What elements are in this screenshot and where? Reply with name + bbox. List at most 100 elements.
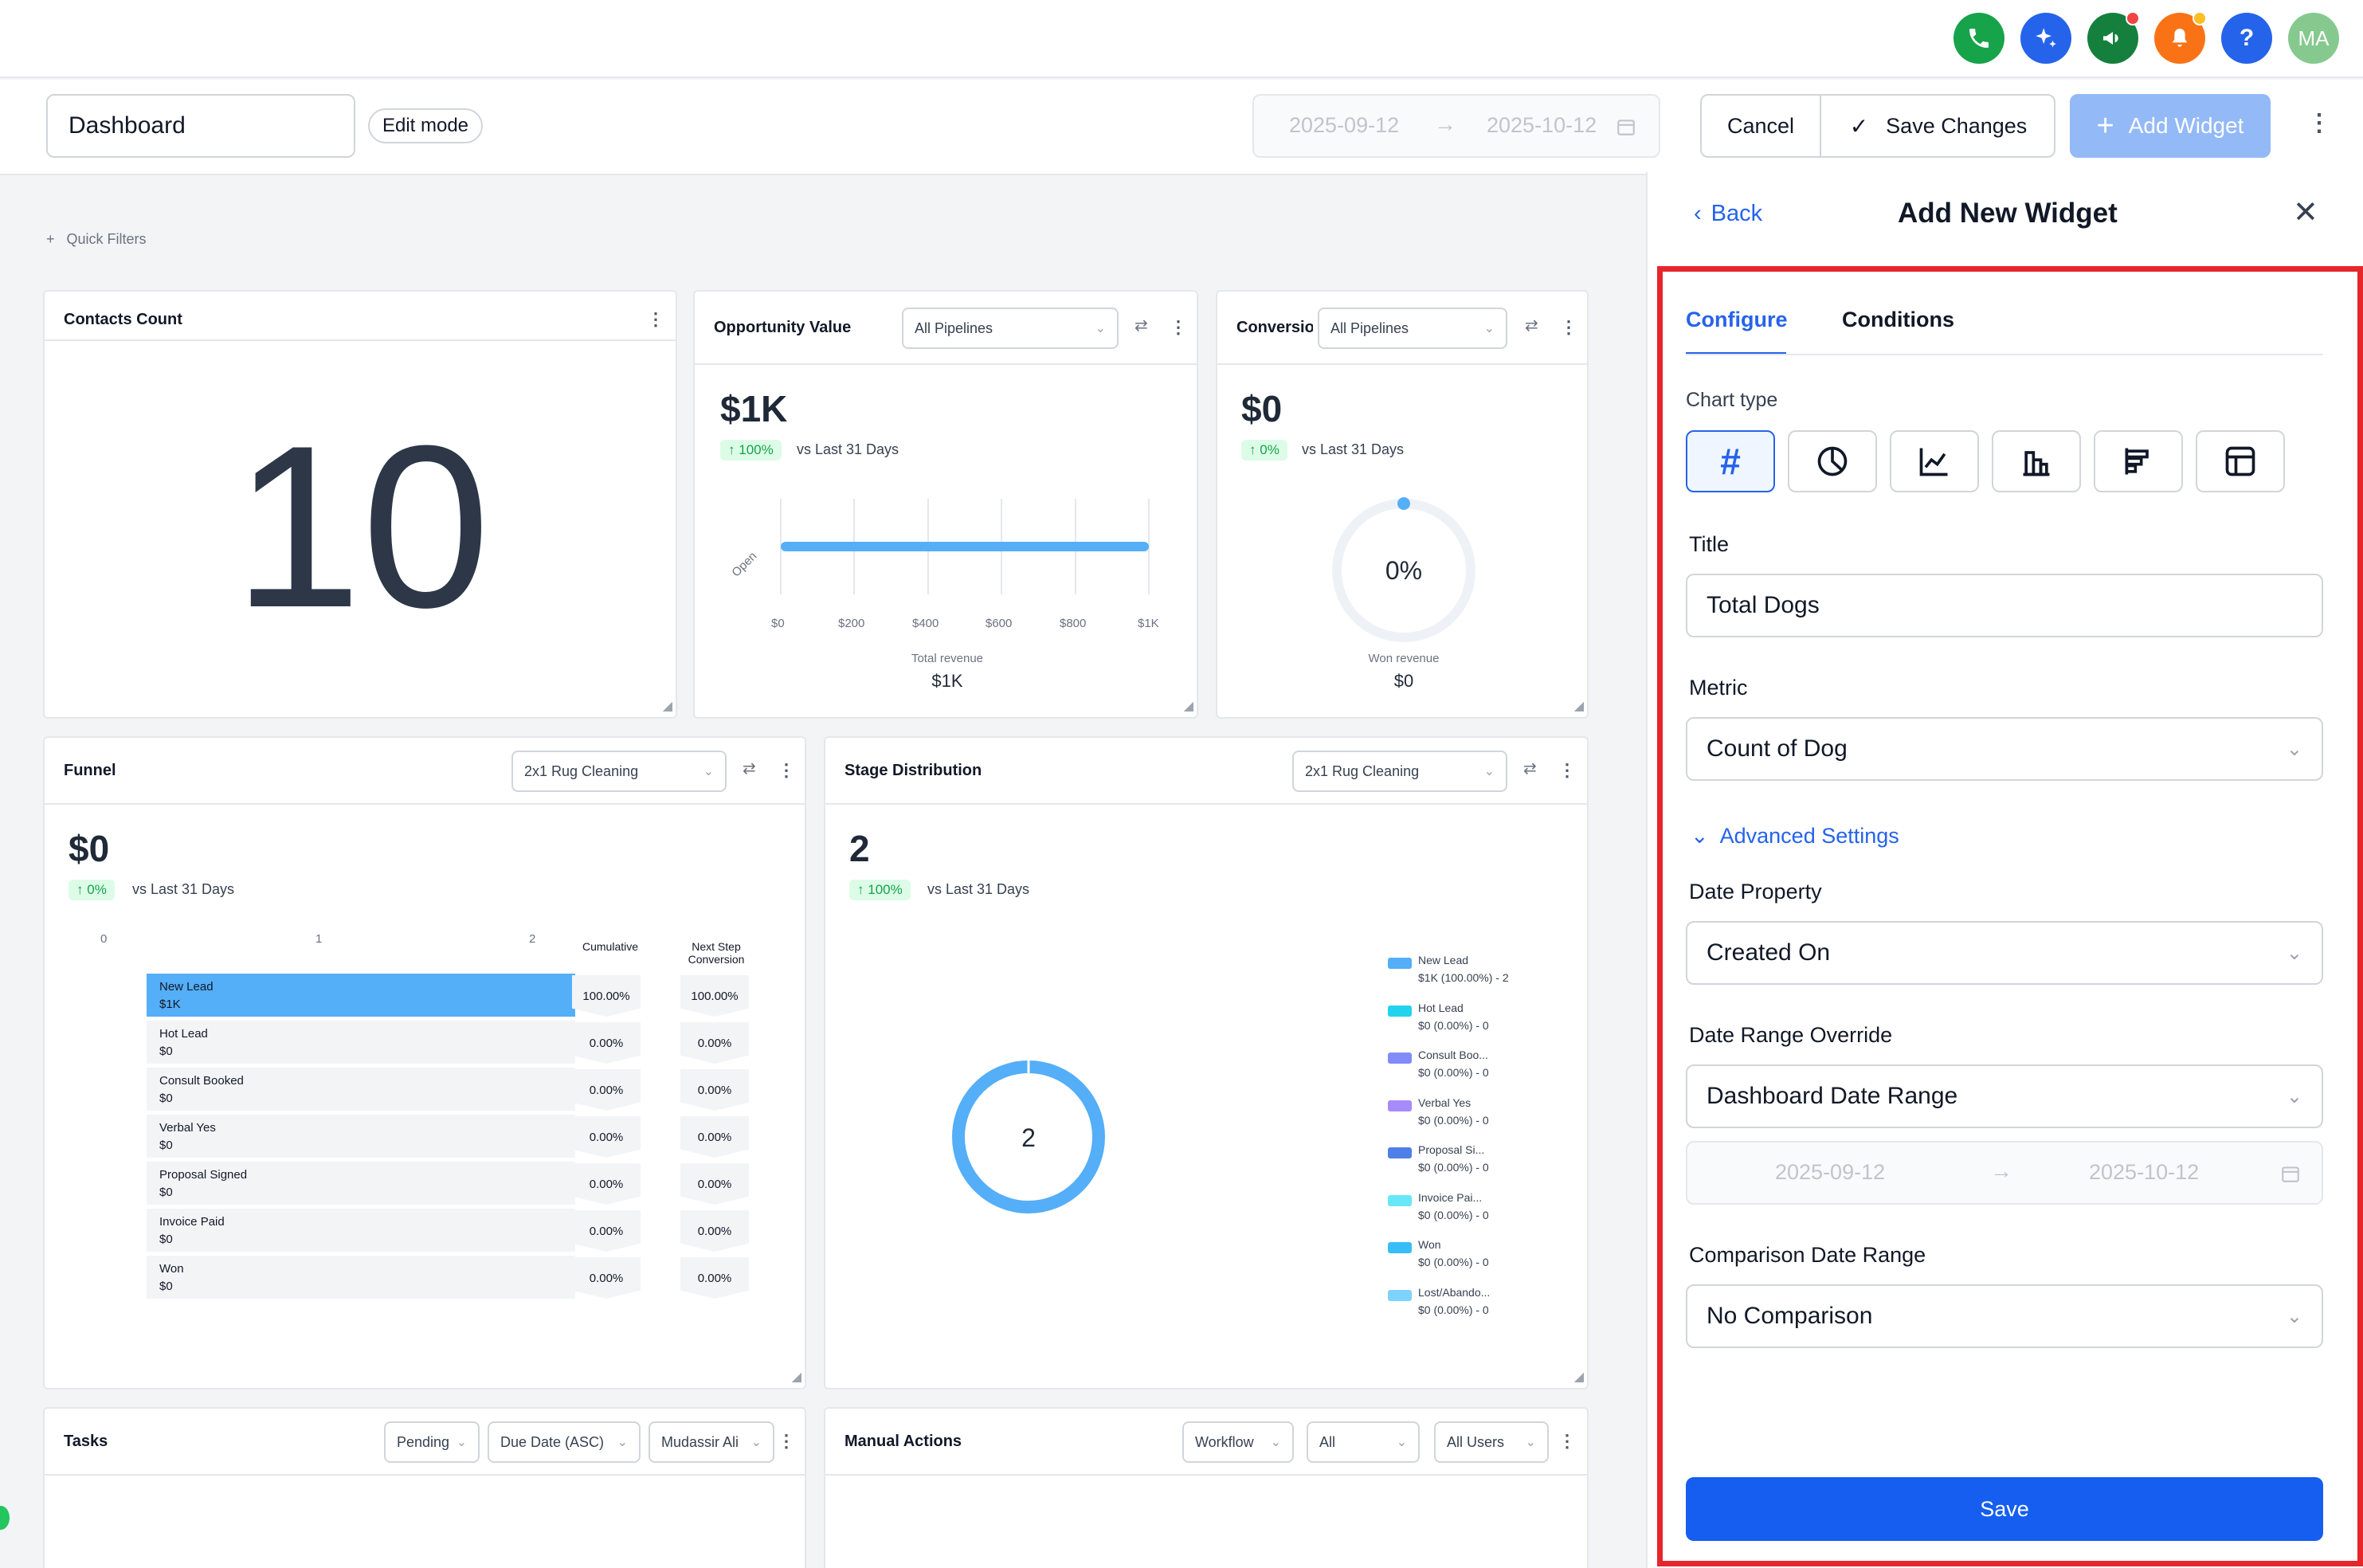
resize-handle-icon[interactable]: ◢ <box>1183 700 1193 713</box>
date-range-override-select[interactable]: Dashboard Date Range ⌄ <box>1686 1064 2323 1128</box>
override-date-picker: 2025-09-12 → 2025-10-12 <box>1686 1141 2323 1205</box>
legend-text: Proposal Si... $0 (0.00%) - 0 <box>1418 1141 1489 1176</box>
filter-settings-icon[interactable]: ⇄ <box>1523 760 1537 778</box>
dashboard-name-input[interactable]: Dashboard <box>46 94 355 158</box>
next-step-cell: 0.00% <box>680 1163 749 1205</box>
chart-type-label: Chart type <box>1686 389 1778 411</box>
chevron-down-icon: ⌄ <box>456 1436 467 1449</box>
funnel-value: $0 <box>69 828 110 869</box>
resize-handle-icon[interactable]: ◢ <box>1573 1370 1584 1384</box>
funnel-stage-row[interactable]: Hot Lead $0 <box>147 1021 575 1065</box>
megaphone-icon[interactable] <box>2087 11 2140 64</box>
resize-handle-icon[interactable]: ◢ <box>1573 700 1584 713</box>
stage-value: $0 <box>159 1092 173 1105</box>
stage-value: $1K <box>159 998 181 1011</box>
number-icon[interactable]: # <box>1686 430 1775 492</box>
add-widget-button[interactable]: + Add Widget <box>2070 94 2271 158</box>
legend-text: Won $0 (0.00%) - 0 <box>1418 1236 1489 1271</box>
legend-detail: $0 (0.00%) - 0 <box>1418 1066 1489 1079</box>
cumulative-cell: 0.00% <box>572 1210 641 1252</box>
chevron-down-icon: ⌄ <box>2286 1086 2302 1107</box>
funnel-stage-row[interactable]: Invoice Paid $0 <box>147 1209 575 1253</box>
card-menu-icon[interactable]: ⋮ <box>1558 1431 1576 1451</box>
card-menu-icon[interactable]: ⋮ <box>1558 760 1576 780</box>
pipeline-select[interactable]: 2x1 Rug Cleaning ⌄ <box>1292 751 1507 792</box>
save-changes-label: Save Changes <box>1886 113 2028 138</box>
comparison-label: vs Last 31 Days <box>927 881 1030 897</box>
funnel-stage-row[interactable]: New Lead $1K <box>147 974 575 1018</box>
workflow-select[interactable]: Workflow ⌄ <box>1182 1421 1294 1463</box>
users-select[interactable]: All Users ⌄ <box>1434 1421 1549 1463</box>
bell-icon[interactable] <box>2154 11 2207 64</box>
more-options-icon[interactable]: ⋮ <box>2307 110 2331 136</box>
table-icon[interactable] <box>2196 430 2285 492</box>
next-step-cell: 0.00% <box>680 1116 749 1158</box>
avatar[interactable]: MA <box>2288 13 2339 64</box>
highlight-frame <box>1657 266 2363 1566</box>
add-widget-label: Add Widget <box>2128 113 2244 138</box>
legend-detail: $1K (100.00%) - 2 <box>1418 971 1509 984</box>
conversion-card: Conversion All Pipelines ⌄ ⇄ ⋮ $0 ↑ 0% vs… <box>1216 290 1589 719</box>
save-button[interactable]: Save <box>1686 1477 2323 1541</box>
date-range-picker[interactable]: 2025-09-12 → 2025-10-12 <box>1252 94 1660 158</box>
legend-swatch <box>1388 1147 1412 1158</box>
metric-label: Metric <box>1689 676 1748 700</box>
all-select[interactable]: All ⌄ <box>1307 1421 1420 1463</box>
total-value: $0 <box>1393 671 1414 691</box>
card-title: Opportunity Value <box>714 319 852 336</box>
metric-select[interactable]: Count of Dog ⌄ <box>1686 717 2323 781</box>
divider <box>45 339 676 341</box>
card-menu-icon[interactable]: ⋮ <box>647 309 664 329</box>
cumulative-cell: 0.00% <box>572 1163 641 1205</box>
tick-label: $1K <box>1138 617 1159 630</box>
filter-settings-icon[interactable]: ⇄ <box>1134 317 1148 335</box>
next-step-header-line2: Conversion <box>688 953 745 966</box>
card-menu-icon[interactable]: ⋮ <box>1560 317 1577 337</box>
tab-conditions[interactable]: Conditions <box>1842 308 1954 331</box>
status-select[interactable]: Pending ⌄ <box>384 1421 480 1463</box>
pipeline-select[interactable]: All Pipelines ⌄ <box>1318 308 1507 349</box>
quick-filters-button[interactable]: + Quick Filters <box>46 231 147 248</box>
close-icon[interactable]: ✕ <box>2293 196 2318 229</box>
comparison-date-range-label: Comparison Date Range <box>1689 1243 1926 1267</box>
funnel-stage-row[interactable]: Proposal Signed $0 <box>147 1162 575 1206</box>
phone-icon[interactable] <box>1953 13 2004 64</box>
funnel-stage-row[interactable]: Verbal Yes $0 <box>147 1115 575 1159</box>
sort-select[interactable]: Due Date (ASC) ⌄ <box>488 1421 641 1463</box>
filter-settings-icon[interactable]: ⇄ <box>743 760 756 778</box>
funnel-stage-row[interactable]: Consult Booked $0 <box>147 1068 575 1112</box>
comparison-date-range-select[interactable]: No Comparison ⌄ <box>1686 1284 2323 1348</box>
card-menu-icon[interactable]: ⋮ <box>1170 317 1187 337</box>
date-property-value: Created On <box>1707 939 1831 966</box>
chat-launcher[interactable] <box>0 1506 10 1530</box>
pipeline-select[interactable]: All Pipelines ⌄ <box>902 308 1119 349</box>
tab-configure[interactable]: Configure <box>1686 308 1788 331</box>
tick-label: $400 <box>912 617 939 630</box>
horizontal-bar-icon[interactable] <box>2094 430 2183 492</box>
bar-chart-icon[interactable] <box>1992 430 2081 492</box>
sparkle-icon[interactable] <box>2020 13 2071 64</box>
save-changes-button[interactable]: ✓ Save Changes <box>1823 96 2054 156</box>
legend-detail: $0 (0.00%) - 0 <box>1418 1303 1489 1316</box>
line-chart-icon[interactable] <box>1890 430 1979 492</box>
advanced-settings-toggle[interactable]: ⌄ Advanced Settings <box>1691 824 1899 849</box>
cancel-button[interactable]: Cancel <box>1702 96 1821 156</box>
divider <box>695 363 1197 365</box>
title-input[interactable]: Total Dogs <box>1686 574 2323 637</box>
pie-chart-icon[interactable] <box>1788 430 1877 492</box>
filter-settings-icon[interactable]: ⇄ <box>1525 317 1538 335</box>
back-button[interactable]: ‹ Back <box>1694 201 1762 227</box>
date-property-select[interactable]: Created On ⌄ <box>1686 921 2323 985</box>
card-menu-icon[interactable]: ⋮ <box>778 760 795 780</box>
assignee-select[interactable]: Mudassir Ali ⌄ <box>649 1421 774 1463</box>
cumulative-cell: 0.00% <box>572 1257 641 1299</box>
resize-handle-icon[interactable]: ◢ <box>662 700 672 713</box>
resize-handle-icon[interactable]: ◢ <box>791 1370 801 1384</box>
comparison-label: vs Last 31 Days <box>132 881 235 897</box>
status-select-value: Pending <box>397 1433 450 1450</box>
funnel-stage-row[interactable]: Won $0 <box>147 1256 575 1300</box>
help-icon[interactable]: ? <box>2221 13 2272 64</box>
card-menu-icon[interactable]: ⋮ <box>778 1431 795 1451</box>
change-badge: ↑ 100% <box>849 880 911 900</box>
pipeline-select[interactable]: 2x1 Rug Cleaning ⌄ <box>511 751 727 792</box>
